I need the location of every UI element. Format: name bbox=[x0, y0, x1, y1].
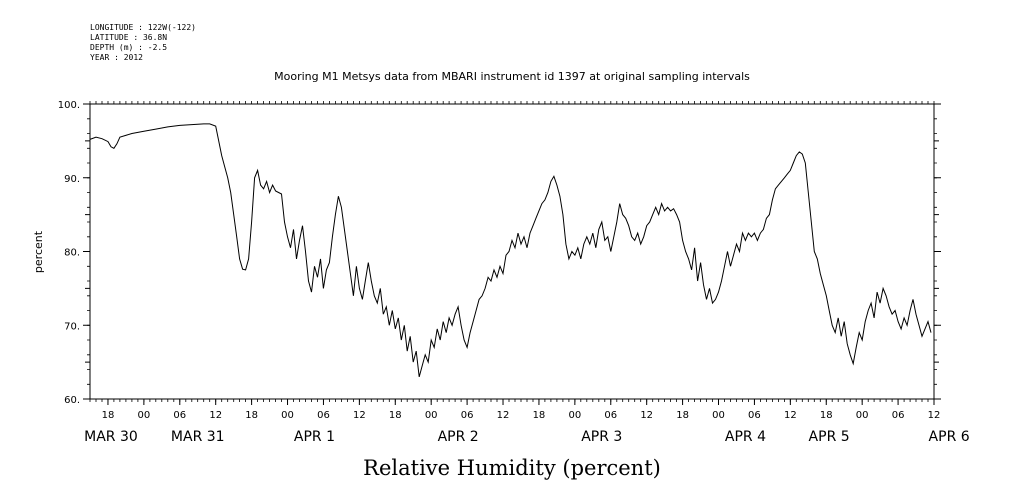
x-tick-label: 12 bbox=[209, 410, 222, 421]
longitude-text: LONGITUDE : 122W(-122) bbox=[90, 23, 196, 32]
x-tick-label: 12 bbox=[928, 410, 941, 421]
x-tick-label: 00 bbox=[568, 410, 581, 421]
plot-frame bbox=[89, 103, 935, 400]
x-date-label: MAR 31 bbox=[171, 429, 225, 445]
y-axis-ticks: 60. 70. 80. 90. 100. bbox=[58, 100, 941, 406]
x-tick-label: 00 bbox=[281, 410, 294, 421]
x-tick-label: 12 bbox=[640, 410, 653, 421]
x-date-label: APR 5 bbox=[809, 429, 850, 445]
x-date-label: MAR 30 bbox=[84, 429, 138, 445]
latitude-text: LATITUDE : 36.8N bbox=[90, 33, 167, 42]
year-text: YEAR : 2012 bbox=[90, 53, 143, 62]
x-date-label: APR 3 bbox=[581, 429, 622, 445]
x-tick-label: 18 bbox=[676, 410, 689, 421]
x-axis-ticks: 18 00 06 12 18 00 06 12 18 00 06 12 18 00 06 12 18 00 06 12… bbox=[102, 399, 941, 421]
x-tick-label: 00 bbox=[856, 410, 869, 421]
x-tick-label: 06 bbox=[892, 410, 905, 421]
y-tick-label: 100. bbox=[58, 100, 80, 111]
x-tick-label: 06 bbox=[748, 410, 761, 421]
y-axis-label: percent bbox=[32, 230, 45, 273]
x-date-label: APR 4 bbox=[725, 429, 766, 445]
x-tick-label: 12 bbox=[497, 410, 510, 421]
x-tick-label: 00 bbox=[138, 410, 151, 421]
y-tick-label: 80. bbox=[64, 248, 80, 259]
header-metadata: LONGITUDE : 122W(-122) LATITUDE : 36.8N … bbox=[90, 23, 196, 62]
x-tick-label: 12 bbox=[353, 410, 366, 421]
y-tick-label: 70. bbox=[64, 321, 80, 332]
x-tick-label: 00 bbox=[712, 410, 725, 421]
chart-title: Mooring M1 Metsys data from MBARI instru… bbox=[274, 70, 750, 83]
x-tick-label: 12 bbox=[784, 410, 797, 421]
x-tick-label: 06 bbox=[604, 410, 617, 421]
x-tick-label: 18 bbox=[245, 410, 258, 421]
x-date-labels: MAR 30 MAR 31 APR 1 APR 2 APR 3 APR 4 APR 5 APR… bbox=[84, 429, 970, 445]
x-axis-label: Relative Humidity (percent) bbox=[363, 456, 661, 480]
y-tick-label: 60. bbox=[64, 395, 80, 406]
x-tick-label: 18 bbox=[389, 410, 402, 421]
x-tick-label: 06 bbox=[173, 410, 186, 421]
x-tick-label: 06 bbox=[317, 410, 330, 421]
x-tick-label: 00 bbox=[425, 410, 438, 421]
series-line-humidity bbox=[89, 123, 932, 378]
x-tick-label: 18 bbox=[102, 410, 115, 421]
depth-text: DEPTH (m) : -2.5 bbox=[90, 43, 167, 52]
x-tick-label: 18 bbox=[533, 410, 546, 421]
x-tick-label: 18 bbox=[820, 410, 833, 421]
y-tick-label: 90. bbox=[64, 174, 80, 185]
x-date-label: APR 6 bbox=[929, 429, 970, 445]
minor-tick-marks bbox=[87, 101, 937, 402]
minor-ticks bbox=[87, 101, 937, 402]
x-tick-label: 06 bbox=[461, 410, 474, 421]
x-date-label: APR 2 bbox=[438, 429, 479, 445]
x-date-label: APR 1 bbox=[294, 429, 335, 445]
